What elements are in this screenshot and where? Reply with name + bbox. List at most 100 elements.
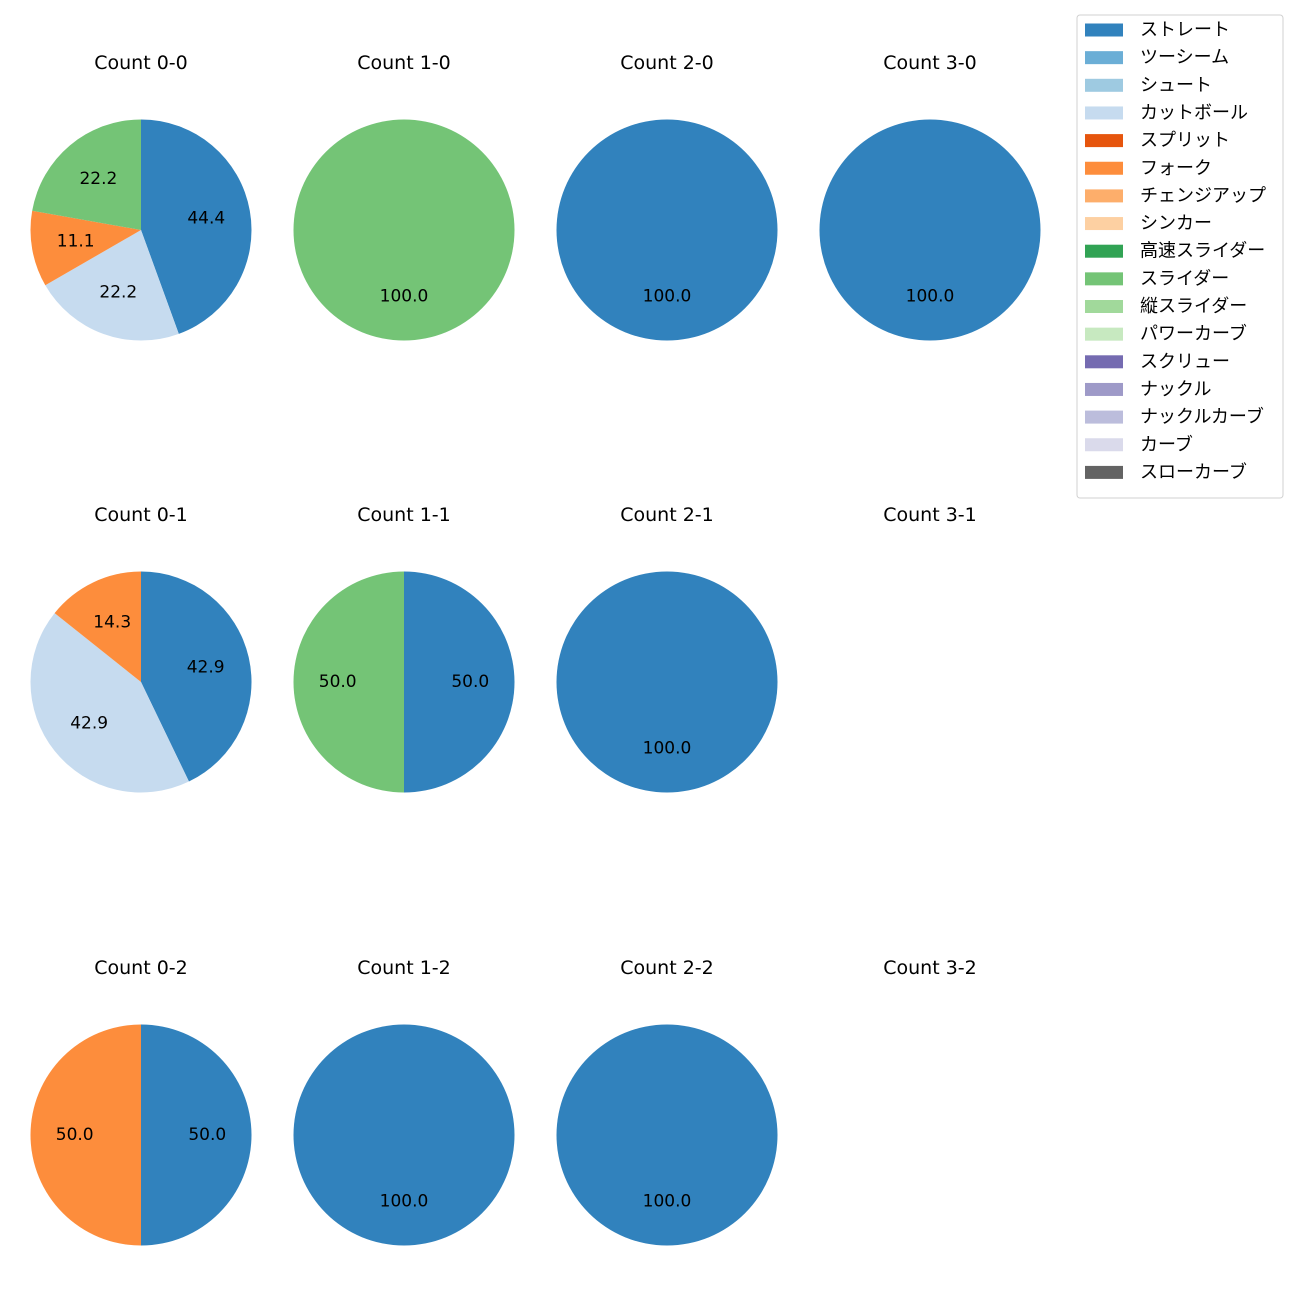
slice-label-count-0-0-2: 11.1 xyxy=(57,232,95,252)
slice-label-count-1-0-0: 100.0 xyxy=(380,286,429,306)
pie-slice-count-0-1- xyxy=(54,571,141,682)
legend-item-11: パワーカーブ xyxy=(1085,323,1247,345)
slice-label-count-0-2-1: 50.0 xyxy=(56,1125,94,1145)
legend-label-15: カーブ xyxy=(1140,433,1193,455)
slice-label-count-1-2-0: 100.0 xyxy=(380,1191,429,1211)
legend-swatch-10 xyxy=(1085,300,1123,313)
legend-item-5: フォーク xyxy=(1085,158,1212,179)
legend-label-9: スライダー xyxy=(1140,268,1229,289)
pie-panel-count-1-1: Count 1-1 50.0 50.0 xyxy=(293,504,515,793)
slice-label-count-0-1-2: 14.3 xyxy=(93,612,131,632)
slice-label-count-3-0-0: 100.0 xyxy=(906,286,955,306)
legend-label-0: ストレート xyxy=(1140,20,1230,41)
pie-panel-count-3-2: Count 3-2 xyxy=(883,957,977,979)
legend-swatch-8 xyxy=(1085,244,1123,258)
panel-title-count-3-1: Count 3-1 xyxy=(883,504,977,526)
legend-label-6: チェンジアップ xyxy=(1140,185,1266,206)
legend-swatch-3 xyxy=(1085,106,1123,120)
legend-label-5: フォーク xyxy=(1140,158,1212,179)
legend-swatch-12 xyxy=(1085,355,1123,369)
pie-slice-count-2-2- xyxy=(556,1024,778,1246)
panel-title-count-3-2: Count 3-2 xyxy=(883,957,977,979)
legend-label-12: スクリュー xyxy=(1140,351,1230,372)
panel-title-count-2-1: Count 2-1 xyxy=(620,504,714,526)
slice-label-count-0-0-0: 44.4 xyxy=(187,208,225,228)
slice-label-count-2-0-0: 100.0 xyxy=(643,286,692,306)
pie-slice-count-0-0- xyxy=(32,119,141,230)
slice-label-count-0-1-0: 42.9 xyxy=(187,657,225,677)
legend-swatch-2 xyxy=(1085,78,1123,92)
panel-title-count-2-2: Count 2-2 xyxy=(620,957,714,979)
pie-slice-count-2-1- xyxy=(556,571,778,793)
pie-panel-count-2-2: Count 2-2 100.0 xyxy=(556,957,778,1246)
pie-slice-count-0-2- xyxy=(30,1024,142,1246)
legend-swatch-16 xyxy=(1085,465,1123,479)
legend-item-7: シンカー xyxy=(1085,213,1212,234)
legend-label-7: シンカー xyxy=(1140,213,1212,234)
panel-title-count-2-0: Count 2-0 xyxy=(620,52,714,74)
legend-swatch-1 xyxy=(1085,51,1123,65)
pie-panel-count-0-1: Count 0-1 42.9 42.9 14.3 xyxy=(30,504,252,793)
slice-label-count-1-1-1: 50.0 xyxy=(319,672,357,692)
panel-title-count-0-2: Count 0-2 xyxy=(94,957,188,979)
panel-title-count-1-2: Count 1-2 xyxy=(357,957,451,979)
panel-title-count-0-1: Count 0-1 xyxy=(94,504,188,526)
legend-swatch-14 xyxy=(1085,410,1123,424)
legend-label-13: ナックル xyxy=(1140,379,1211,400)
pie-panel-count-2-1: Count 2-1 100.0 xyxy=(556,504,778,793)
pie-slice-count-1-1- xyxy=(293,571,404,793)
legend-label-1: ツーシーム xyxy=(1140,47,1229,68)
legend-label-3: カットボール xyxy=(1140,102,1248,123)
legend-item-2: シュート xyxy=(1085,75,1212,96)
legend-label-16: スローカーブ xyxy=(1140,461,1247,483)
legend-item-16: スローカーブ xyxy=(1085,461,1247,483)
legend-item-0: ストレート xyxy=(1085,20,1230,41)
legend: ストレートツーシームシュートカットボールスプリットフォークチェンジアップシンカー… xyxy=(1076,14,1284,499)
legend-item-13: ナックル xyxy=(1085,379,1211,400)
pie-slice-count-3-0- xyxy=(819,119,1041,341)
pie-panel-count-2-0: Count 2-0 100.0 xyxy=(556,52,778,341)
pie-panel-count-3-0: Count 3-0 100.0 xyxy=(819,52,1041,341)
pie-slice-count-2-0- xyxy=(556,119,778,341)
legend-item-1: ツーシーム xyxy=(1085,47,1229,68)
pie-slice-count-0-2- xyxy=(141,1024,252,1246)
legend-label-11: パワーカーブ xyxy=(1140,323,1247,345)
pie-slice-count-0-1- xyxy=(30,613,189,793)
slice-label-count-0-0-3: 22.2 xyxy=(79,169,117,189)
pie-panel-count-0-2: Count 0-2 50.0 50.0 xyxy=(30,957,252,1246)
legend-swatch-7 xyxy=(1085,217,1123,231)
pie-panel-count-0-0: Count 0-0 44.4 22.2 11.1 22.2 xyxy=(30,52,252,341)
legend-frame xyxy=(1076,14,1284,499)
legend-label-2: シュート xyxy=(1140,75,1212,96)
legend-item-10: 縦スライダー xyxy=(1085,296,1247,317)
pie-panel-count-3-1: Count 3-1 xyxy=(883,504,977,526)
legend-item-3: カットボール xyxy=(1085,102,1248,123)
legend-item-14: ナックルカーブ xyxy=(1085,406,1264,428)
pie-slice-count-0-1- xyxy=(141,571,252,782)
panel-title-count-0-0: Count 0-0 xyxy=(94,52,188,74)
slice-label-count-0-1-1: 42.9 xyxy=(70,713,108,733)
pie-slice-count-1-2- xyxy=(293,1024,515,1246)
slice-label-count-1-1-0: 50.0 xyxy=(451,672,489,692)
legend-swatch-0 xyxy=(1085,23,1123,37)
legend-swatch-5 xyxy=(1085,161,1123,175)
pie-slice-count-0-0- xyxy=(45,230,179,341)
legend-item-8: 高速スライダー xyxy=(1085,241,1265,262)
legend-swatch-15 xyxy=(1085,438,1123,452)
slice-label-count-2-1-0: 100.0 xyxy=(643,738,692,758)
pie-panel-count-1-0: Count 1-0 100.0 xyxy=(293,52,515,341)
panel-title-count-1-1: Count 1-1 xyxy=(357,504,451,526)
pie-slice-count-1-0- xyxy=(293,119,515,341)
pie-slice-count-1-1- xyxy=(404,571,515,793)
legend-swatch-9 xyxy=(1085,272,1123,286)
slice-label-count-0-2-0: 50.0 xyxy=(188,1125,226,1145)
pie-panel-count-1-2: Count 1-2 100.0 xyxy=(293,957,515,1246)
slice-label-count-0-0-1: 22.2 xyxy=(99,282,137,302)
legend-label-4: スプリット xyxy=(1140,130,1230,151)
legend-label-8: 高速スライダー xyxy=(1140,241,1265,262)
pie-slice-count-0-0- xyxy=(141,119,252,334)
legend-swatch-11 xyxy=(1085,327,1123,341)
legend-item-15: カーブ xyxy=(1085,433,1193,455)
